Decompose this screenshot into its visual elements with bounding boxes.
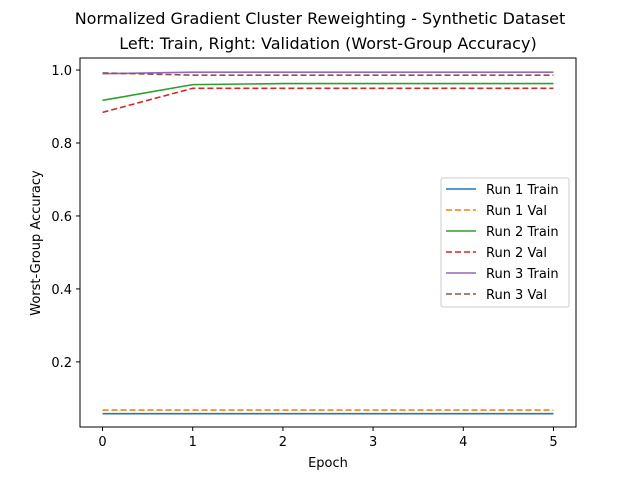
x-tick-label: 3 — [369, 435, 377, 450]
x-tick-label: 4 — [459, 435, 467, 450]
series-line-run-3-val — [102, 72, 554, 76]
x-tick-label: 5 — [549, 435, 557, 450]
legend-label: Run 3 Val — [486, 288, 547, 303]
y-tick-label: 0.2 — [51, 356, 72, 371]
legend: Run 1 Train Run 1 Val Run 2 Train Run 2 Val… — [440, 177, 570, 308]
y-axis-ticks: 0.2 0.4 0.6 0.8 1.0 — [51, 64, 80, 371]
x-axis-label: Epoch — [308, 456, 348, 471]
chart-subtitle: Left: Train, Right: Validation (Worst-Gr… — [119, 34, 536, 53]
series-line-run-2-train — [102, 82, 554, 102]
series-layer — [102, 71, 554, 415]
x-tick-label: 1 — [189, 435, 197, 450]
plot-frame — [79, 57, 577, 428]
legend-label: Run 3 Train — [486, 267, 559, 282]
legend-label: Run 2 Train — [486, 225, 559, 240]
series-line-run-2-val — [102, 87, 554, 114]
y-tick-label: 0.8 — [51, 137, 72, 152]
x-tick-label: 2 — [279, 435, 287, 450]
legend-label: Run 2 Val — [486, 246, 547, 261]
y-tick-label: 1.0 — [51, 64, 72, 79]
x-tick-label: 0 — [98, 435, 106, 450]
series-line-run-3-train — [102, 71, 554, 75]
x-axis-ticks: 0 1 2 3 4 5 — [98, 427, 558, 450]
chart-title: Normalized Gradient Cluster Reweighting … — [75, 9, 566, 28]
y-axis-label: Worst-Group Accuracy — [29, 170, 44, 316]
legend-label: Run 1 Val — [486, 204, 547, 219]
legend-label: Run 1 Train — [486, 183, 559, 198]
y-tick-label: 0.6 — [51, 210, 72, 225]
y-tick-label: 0.4 — [51, 283, 72, 298]
